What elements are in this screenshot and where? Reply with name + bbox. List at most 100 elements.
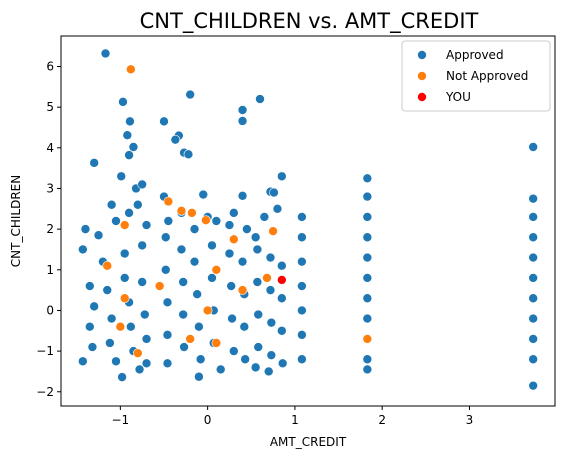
y-tick-label: 0 <box>46 303 54 317</box>
approved-point <box>141 220 152 230</box>
not-approved-point <box>176 206 187 216</box>
approved-point <box>100 48 111 59</box>
approved-point <box>137 179 147 190</box>
legend-box <box>401 40 551 112</box>
approved-point <box>126 321 136 332</box>
approved-point <box>242 224 252 234</box>
approved-point <box>176 244 187 255</box>
approved-point <box>87 342 98 352</box>
approved-point <box>362 354 373 365</box>
approved-point <box>179 342 189 352</box>
approved-point <box>528 193 538 204</box>
approved-point <box>118 97 128 107</box>
x-tick-label: 2 <box>378 413 386 427</box>
points-layer <box>78 48 538 391</box>
approved-point <box>265 285 276 295</box>
approved-point <box>362 212 373 222</box>
y-axis: −2 −1 0 1 2 3 4 5 6 <box>36 59 61 399</box>
approved-point <box>362 173 373 184</box>
approved-point <box>124 150 134 160</box>
approved-point <box>106 313 117 324</box>
approved-point <box>362 364 373 375</box>
approved-point <box>362 232 373 243</box>
y-tick-label: 3 <box>46 181 54 195</box>
approved-point <box>252 244 263 255</box>
approved-point <box>266 317 277 328</box>
approved-point <box>528 334 538 344</box>
y-tick-label: −2 <box>36 385 54 399</box>
approved-point <box>263 366 274 377</box>
not-approved-point <box>102 260 113 271</box>
approved-point <box>137 277 147 287</box>
approved-point <box>85 321 95 332</box>
approved-point <box>207 273 217 283</box>
not-approved-point <box>211 338 222 348</box>
not-approved-point <box>211 264 222 275</box>
approved-point <box>265 252 276 263</box>
x-tick-label: 3 <box>466 413 474 427</box>
approved-point <box>528 252 538 263</box>
approved-point <box>160 232 171 243</box>
legend: Approved Not Approved YOU <box>401 40 551 112</box>
approved-point <box>297 354 307 365</box>
not-approved-point <box>201 215 211 225</box>
approved-point <box>163 216 174 226</box>
not-approved-point <box>187 208 197 218</box>
approved-point <box>111 216 121 226</box>
approved-point <box>272 204 283 214</box>
approved-point <box>297 232 307 243</box>
approved-point <box>125 116 135 127</box>
approved-point <box>141 358 152 369</box>
approved-point <box>528 313 538 324</box>
approved-point <box>207 240 217 251</box>
approved-point <box>240 354 250 365</box>
approved-point <box>277 171 287 182</box>
not-approved-point <box>362 334 373 344</box>
approved-point <box>528 273 538 283</box>
not-approved-point <box>154 281 165 291</box>
not-approved-point <box>202 305 213 316</box>
approved-point <box>277 293 287 304</box>
approved-point <box>297 281 307 291</box>
approved-point <box>237 190 248 201</box>
approved-point <box>528 354 538 365</box>
approved-point <box>194 321 204 332</box>
approved-point <box>362 293 373 304</box>
x-tick-label: 1 <box>291 413 299 427</box>
approved-point <box>162 358 173 369</box>
approved-point <box>297 212 307 222</box>
approved-point <box>93 230 104 241</box>
approved-point <box>237 116 248 126</box>
approved-point <box>189 224 200 234</box>
approved-point <box>250 232 261 243</box>
approved-point <box>237 105 248 115</box>
not-approved-point <box>119 220 130 230</box>
approved-point <box>237 256 248 267</box>
approved-point <box>198 189 209 200</box>
approved-point <box>229 208 239 218</box>
x-axis: −1 0 1 2 3 <box>111 406 473 427</box>
approved-point <box>297 305 307 316</box>
approved-point <box>192 289 202 299</box>
approved-point <box>78 356 88 367</box>
approved-point <box>528 293 538 304</box>
approved-point <box>253 309 264 320</box>
approved-point <box>215 364 226 375</box>
approved-point <box>277 325 287 336</box>
approved-point <box>183 149 194 160</box>
approved-point <box>139 309 150 320</box>
approved-point <box>362 252 373 263</box>
approved-point <box>119 273 130 283</box>
legend-marker-you <box>417 92 427 102</box>
approved-point <box>80 224 91 234</box>
not-approved-point <box>133 348 143 358</box>
approved-point <box>162 330 173 340</box>
not-approved-point <box>163 196 174 207</box>
approved-point <box>252 277 263 287</box>
approved-point <box>102 285 113 295</box>
approved-point <box>178 277 188 287</box>
approved-point <box>528 212 538 222</box>
approved-point <box>259 212 270 222</box>
plot-frame <box>60 35 556 407</box>
approved-point <box>141 334 152 344</box>
